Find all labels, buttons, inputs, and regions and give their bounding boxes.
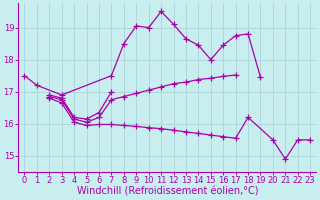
X-axis label: Windchill (Refroidissement éolien,°C): Windchill (Refroidissement éolien,°C) [76, 187, 258, 197]
